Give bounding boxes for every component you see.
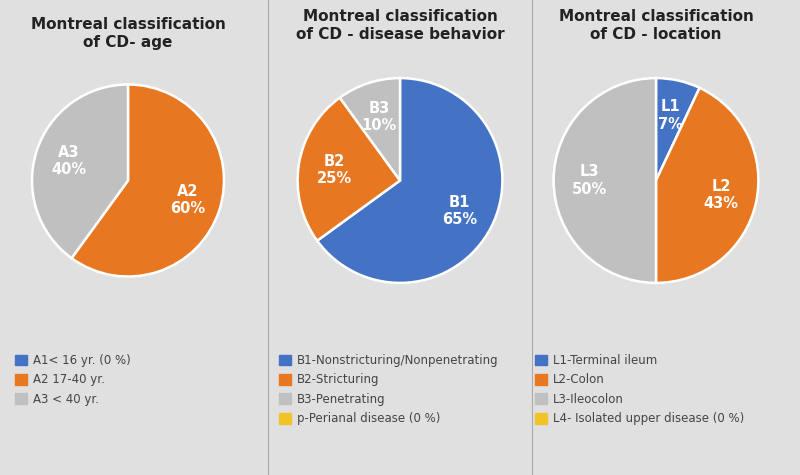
Wedge shape (554, 78, 656, 283)
Text: A2
60%: A2 60% (170, 183, 205, 216)
Text: L1
7%: L1 7% (658, 99, 683, 132)
Title: Montreal classification
of CD - disease behavior: Montreal classification of CD - disease … (296, 9, 504, 42)
Wedge shape (298, 98, 400, 241)
Wedge shape (340, 78, 400, 180)
Legend: B1-Nonstricturing/Nonpenetrating, B2-Stricturing, B3-Penetrating, p-Perianal dis: B1-Nonstricturing/Nonpenetrating, B2-Str… (278, 352, 499, 427)
Text: B3
10%: B3 10% (362, 101, 397, 133)
Text: A3
40%: A3 40% (51, 145, 86, 178)
Legend: A1< 16 yr. (0 %), A2 17-40 yr., A3 < 40 yr.: A1< 16 yr. (0 %), A2 17-40 yr., A3 < 40 … (14, 352, 132, 407)
Text: L2
43%: L2 43% (703, 179, 738, 211)
Wedge shape (71, 85, 224, 276)
Wedge shape (32, 85, 128, 258)
Title: Montreal classification
of CD- age: Montreal classification of CD- age (30, 17, 226, 49)
Text: L3
50%: L3 50% (572, 164, 607, 197)
Text: B1
65%: B1 65% (442, 195, 477, 227)
Wedge shape (317, 78, 502, 283)
Wedge shape (656, 88, 758, 283)
Wedge shape (656, 78, 699, 180)
Title: Montreal classification
of CD - location: Montreal classification of CD - location (558, 9, 754, 42)
Text: B2
25%: B2 25% (317, 154, 352, 186)
Legend: L1-Terminal ileum, L2-Colon, L3-Ileocolon, L4- Isolated upper disease (0 %): L1-Terminal ileum, L2-Colon, L3-Ileocolo… (534, 352, 746, 427)
